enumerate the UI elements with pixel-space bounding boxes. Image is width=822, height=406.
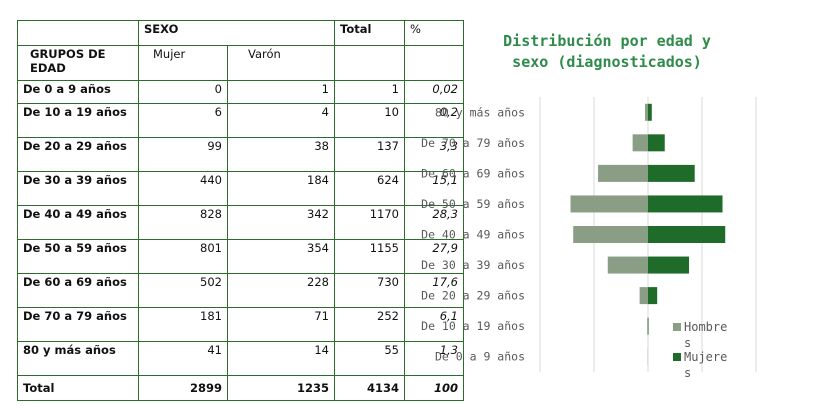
data-table: SEXO Total% GRUPOS DE EDAD Mujer Varón De 0 a… [17, 20, 464, 401]
bar [632, 134, 648, 152]
table-cell: 17,6 [404, 273, 464, 308]
table-cell: 55 [334, 341, 405, 376]
table-cell: De 30 a 39 años [17, 171, 139, 206]
table-cell: 80 y más años [17, 341, 139, 376]
y-tick-label: De 50 a 59 años [421, 197, 525, 211]
bar [570, 195, 648, 213]
bar [648, 317, 649, 335]
table-cell: 71 [227, 307, 335, 342]
bar [648, 226, 726, 243]
table-cell: 1235 [227, 375, 335, 401]
subheader-cell: Mujer [138, 45, 228, 81]
total-row: Total 2899 1235 4134 100 [17, 375, 464, 401]
table-cell: 10 [334, 103, 405, 138]
legend-swatch [673, 353, 681, 361]
bar [648, 134, 665, 152]
table-cell: 502 [138, 273, 228, 308]
table-cell: 2899 [138, 375, 228, 401]
table-cell: 3,3 [404, 137, 464, 172]
table-cell: 4 [227, 103, 335, 138]
bar [648, 256, 690, 274]
bar [648, 164, 695, 182]
table-cell: 137 [334, 137, 405, 172]
table-cell: De 50 a 59 años [17, 239, 139, 274]
table-cell: 252 [334, 307, 405, 342]
table-cell: 730 [334, 273, 405, 308]
table-row: De 70 a 79 años 181 71 252 6,1 [17, 307, 464, 342]
y-tick-label: De 60 a 69 años [421, 166, 525, 180]
table-cell: 15,1 [404, 171, 464, 206]
table-row: De 60 a 69 años 502 228 730 17,6 [17, 273, 464, 308]
header-cell: % [404, 20, 464, 46]
table-row: De 40 a 49 años 828 342 1170 28,3 [17, 205, 464, 240]
table-row: De 10 a 19 años 6 4 10 0,2 [17, 103, 464, 138]
y-tick-label: De 30 a 39 años [421, 258, 525, 272]
bar [573, 226, 648, 243]
table-row: De 50 a 59 años 801 354 1155 27,9 [17, 239, 464, 274]
y-tick-label: De 40 a 49 años [421, 228, 525, 242]
table-cell: 100 [404, 375, 464, 401]
table-cell: 6 [138, 103, 228, 138]
legend-label: Mujere s [684, 350, 727, 380]
table-cell: 41 [138, 341, 228, 376]
subheader-row: GRUPOS DE EDAD Mujer Varón [17, 45, 464, 81]
y-tick-label: De 10 a 19 años [421, 319, 525, 333]
table-cell: 4134 [334, 375, 405, 401]
table-cell: 38 [227, 137, 335, 172]
bar [648, 195, 723, 213]
bar [648, 103, 652, 121]
table-row: De 20 a 29 años 99 38 137 3,3 [17, 137, 464, 172]
bar [607, 256, 648, 274]
y-tick-label: De 0 a 9 años [435, 350, 525, 364]
table-cell: De 0 a 9 años [17, 80, 139, 104]
legend-swatch [673, 323, 681, 331]
table-cell: 440 [138, 171, 228, 206]
bar [645, 103, 648, 121]
table-cell: 181 [138, 307, 228, 342]
subheader-cell: Varón [227, 45, 335, 81]
table-cell: 228 [227, 273, 335, 308]
chart-title: Distribución por edad y [503, 32, 711, 50]
y-tick-label: De 20 a 29 años [421, 289, 525, 303]
table-cell: 1 [227, 80, 335, 104]
y-tick-label: 80 y más años [435, 105, 525, 119]
table-cell: De 10 a 19 años [17, 103, 139, 138]
chart-title: sexo (diagnosticados) [512, 53, 702, 71]
table-cell: 1170 [334, 205, 405, 240]
bar [639, 287, 648, 305]
legend-label: Hombre s [684, 320, 727, 350]
bar [598, 164, 648, 182]
bar [648, 287, 658, 305]
table-cell: 1155 [334, 239, 405, 274]
table-cell: 27,9 [404, 239, 464, 274]
table-row: De 30 a 39 años 440 184 624 15,1 [17, 171, 464, 206]
table-cell: 184 [227, 171, 335, 206]
y-tick-label: De 70 a 79 años [421, 136, 525, 150]
bar [647, 317, 648, 335]
table-row: 80 y más años 41 14 55 1,3 [17, 341, 464, 376]
